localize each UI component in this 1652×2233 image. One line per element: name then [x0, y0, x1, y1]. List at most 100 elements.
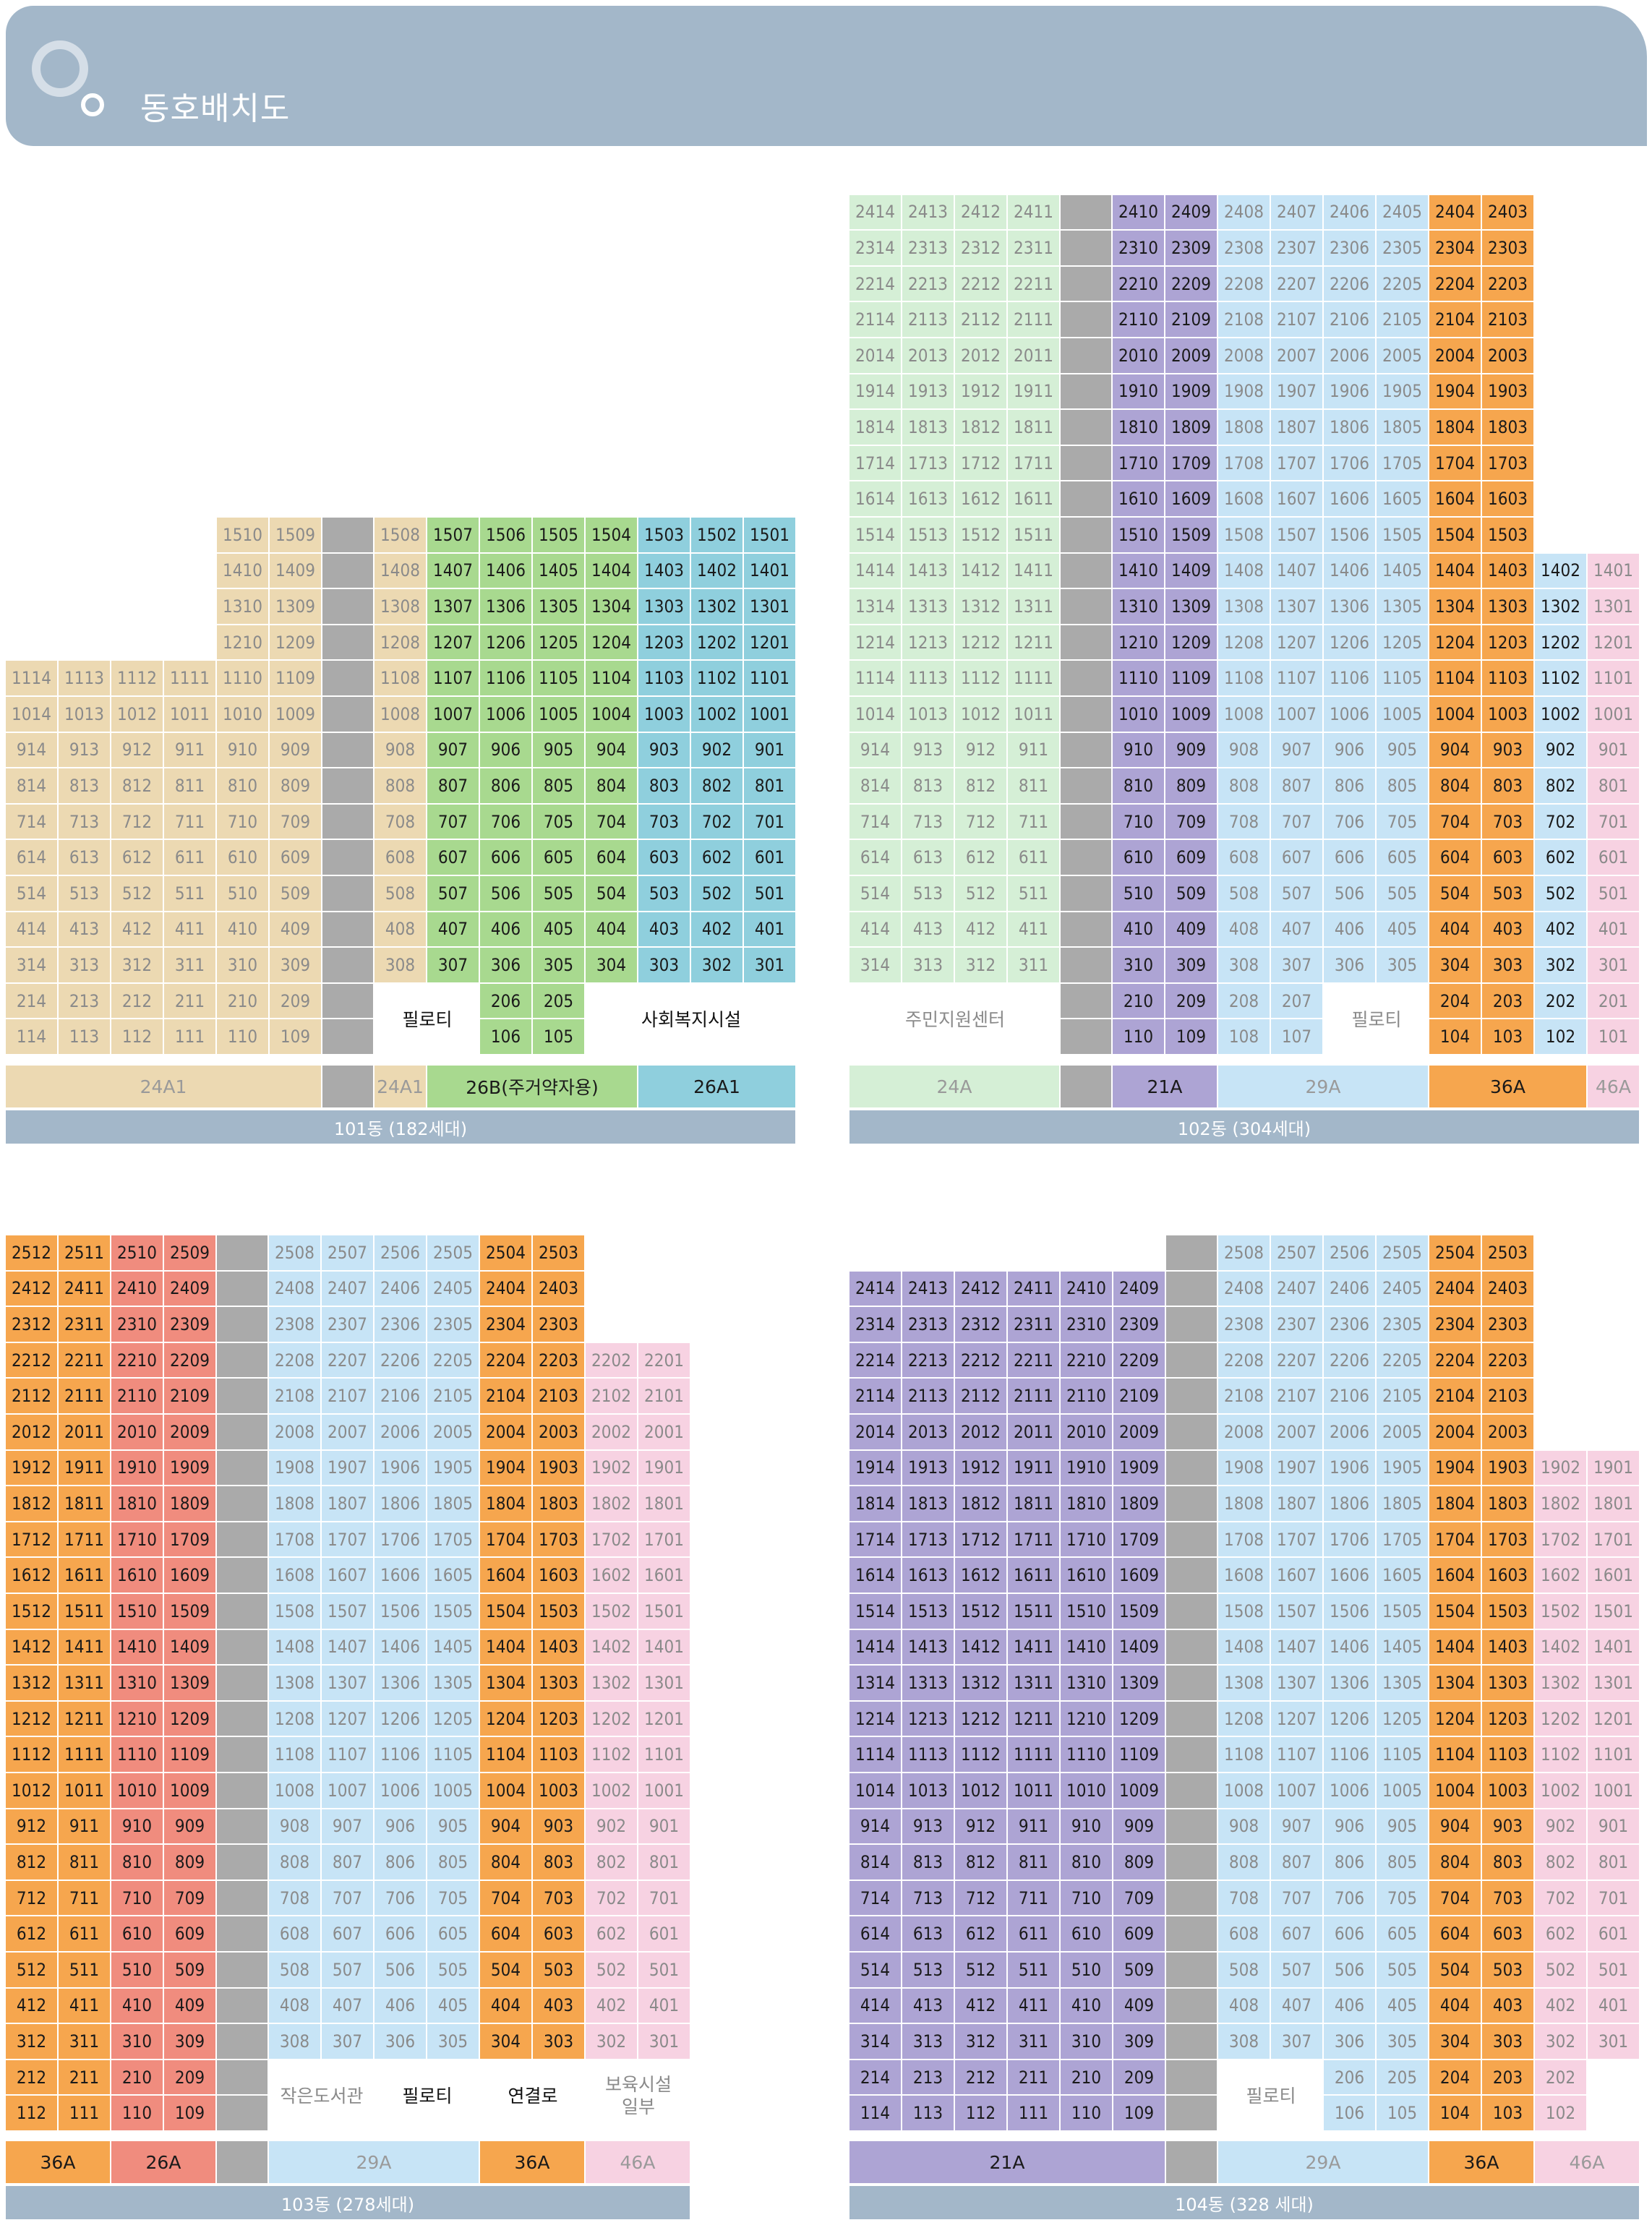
- unit-cell[interactable]: 611: [1008, 840, 1061, 876]
- unit-cell[interactable]: 2311: [1008, 1307, 1061, 1343]
- unit-cell[interactable]: 1910: [1113, 374, 1165, 411]
- unit-cell[interactable]: 1503: [533, 1594, 586, 1630]
- unit-cell[interactable]: 506: [480, 876, 533, 912]
- unit-cell[interactable]: 804: [1429, 1845, 1482, 1881]
- unit-cell[interactable]: 303: [1482, 2024, 1535, 2060]
- unit-cell[interactable]: 2408: [269, 1271, 322, 1308]
- unit-cell[interactable]: 1910: [111, 1450, 164, 1487]
- unit-cell[interactable]: 1304: [1429, 1666, 1482, 1702]
- unit-cell[interactable]: 1006: [480, 697, 533, 733]
- unit-cell[interactable]: 611: [59, 1916, 111, 1953]
- unit-cell[interactable]: 804: [480, 1845, 533, 1881]
- unit-cell[interactable]: 2106: [1324, 302, 1377, 338]
- unit-cell[interactable]: 1312: [955, 1666, 1008, 1702]
- unit-cell[interactable]: 1305: [533, 589, 586, 625]
- unit-cell[interactable]: 1411: [1008, 553, 1061, 590]
- unit-cell[interactable]: 2011: [1008, 338, 1061, 374]
- unit-cell[interactable]: 2107: [1271, 1379, 1324, 1415]
- unit-cell[interactable]: 911: [1008, 732, 1061, 769]
- unit-cell[interactable]: 1810: [111, 1486, 164, 1522]
- unit-cell[interactable]: 506: [375, 1953, 427, 1989]
- unit-cell[interactable]: 1212: [955, 625, 1008, 661]
- unit-cell[interactable]: 312: [6, 2024, 59, 2060]
- unit-cell[interactable]: 2214: [849, 266, 902, 303]
- unit-cell[interactable]: 1805: [427, 1486, 480, 1522]
- unit-cell[interactable]: 414: [849, 912, 902, 948]
- unit-cell[interactable]: 1306: [375, 1666, 427, 1702]
- unit-cell[interactable]: 505: [1377, 876, 1429, 912]
- unit-cell[interactable]: 111: [59, 2096, 111, 2132]
- unit-cell[interactable]: 1704: [480, 1522, 533, 1559]
- unit-cell[interactable]: 501: [1588, 876, 1640, 912]
- unit-cell[interactable]: 1504: [1429, 518, 1482, 554]
- unit-cell[interactable]: 1007: [427, 697, 480, 733]
- unit-cell[interactable]: 2106: [375, 1379, 427, 1415]
- unit-cell[interactable]: 1401: [744, 553, 797, 590]
- unit-cell[interactable]: 706: [1324, 804, 1377, 841]
- unit-cell[interactable]: 310: [111, 2024, 164, 2060]
- unit-cell[interactable]: 1304: [480, 1666, 533, 1702]
- unit-cell[interactable]: 310: [1061, 2024, 1113, 2060]
- unit-cell[interactable]: 910: [111, 1809, 164, 1846]
- unit-cell[interactable]: 906: [1324, 1809, 1377, 1846]
- unit-cell[interactable]: 1811: [1008, 410, 1061, 446]
- unit-cell[interactable]: 1012: [955, 697, 1008, 733]
- unit-cell[interactable]: 2008: [1218, 1415, 1271, 1451]
- unit-cell[interactable]: 2012: [955, 338, 1008, 374]
- unit-cell[interactable]: 1708: [269, 1522, 322, 1559]
- unit-cell[interactable]: 511: [1008, 1953, 1061, 1989]
- unit-cell[interactable]: 704: [480, 1880, 533, 1917]
- unit-cell[interactable]: 2003: [1482, 1415, 1535, 1451]
- unit-cell[interactable]: 401: [1588, 1988, 1640, 2025]
- unit-cell[interactable]: 1211: [1008, 1701, 1061, 1738]
- unit-cell[interactable]: 712: [6, 1880, 59, 1917]
- unit-cell[interactable]: 1209: [1165, 625, 1218, 661]
- unit-cell[interactable]: 1105: [1377, 661, 1429, 697]
- unit-cell[interactable]: 1904: [1429, 1450, 1482, 1487]
- unit-cell[interactable]: 305: [1377, 948, 1429, 984]
- unit-cell[interactable]: 803: [1482, 768, 1535, 805]
- unit-cell[interactable]: 1506: [480, 518, 533, 554]
- unit-cell[interactable]: 602: [1535, 1916, 1588, 1953]
- unit-cell[interactable]: 2006: [375, 1415, 427, 1451]
- unit-cell[interactable]: 811: [1008, 768, 1061, 805]
- unit-cell[interactable]: 401: [638, 1988, 691, 2025]
- unit-cell[interactable]: 711: [164, 804, 217, 841]
- unit-cell[interactable]: 1506: [1324, 1594, 1377, 1630]
- unit-cell[interactable]: 1102: [1535, 1737, 1588, 1773]
- unit-cell[interactable]: 1402: [1535, 1629, 1588, 1666]
- unit-cell[interactable]: 2107: [322, 1379, 375, 1415]
- unit-cell[interactable]: 908: [1218, 1809, 1271, 1846]
- unit-cell[interactable]: 1701: [1588, 1522, 1640, 1559]
- unit-cell[interactable]: 1405: [427, 1629, 480, 1666]
- unit-cell[interactable]: 1709: [1165, 445, 1218, 482]
- unit-cell[interactable]: 304: [586, 948, 638, 984]
- unit-cell[interactable]: 601: [1588, 840, 1640, 876]
- unit-cell[interactable]: 611: [164, 840, 217, 876]
- unit-cell[interactable]: 2503: [533, 1235, 586, 1272]
- unit-cell[interactable]: 1504: [586, 518, 638, 554]
- unit-cell[interactable]: 1602: [1535, 1558, 1588, 1594]
- unit-cell[interactable]: 1605: [1377, 481, 1429, 518]
- unit-cell[interactable]: 308: [1218, 948, 1271, 984]
- unit-cell[interactable]: 707: [1271, 804, 1324, 841]
- unit-cell[interactable]: 1508: [1218, 518, 1271, 554]
- unit-cell[interactable]: 307: [322, 2024, 375, 2060]
- unit-cell[interactable]: 1501: [1588, 1594, 1640, 1630]
- unit-cell[interactable]: 711: [1008, 804, 1061, 841]
- unit-cell[interactable]: 514: [6, 876, 59, 912]
- unit-cell[interactable]: 2110: [1061, 1379, 1113, 1415]
- unit-cell[interactable]: 1604: [1429, 481, 1482, 518]
- unit-cell[interactable]: 1001: [638, 1773, 691, 1809]
- unit-cell[interactable]: 705: [1377, 1880, 1429, 1917]
- unit-cell[interactable]: 1013: [59, 697, 111, 733]
- unit-cell[interactable]: 2014: [849, 338, 902, 374]
- unit-cell[interactable]: 1812: [955, 1486, 1008, 1522]
- unit-cell[interactable]: 1213: [902, 625, 955, 661]
- unit-cell[interactable]: 702: [586, 1880, 638, 1917]
- unit-cell[interactable]: 606: [480, 840, 533, 876]
- unit-cell[interactable]: 513: [902, 876, 955, 912]
- unit-cell[interactable]: 1802: [586, 1486, 638, 1522]
- unit-cell[interactable]: 801: [1588, 1845, 1640, 1881]
- unit-cell[interactable]: 509: [1113, 1953, 1166, 1989]
